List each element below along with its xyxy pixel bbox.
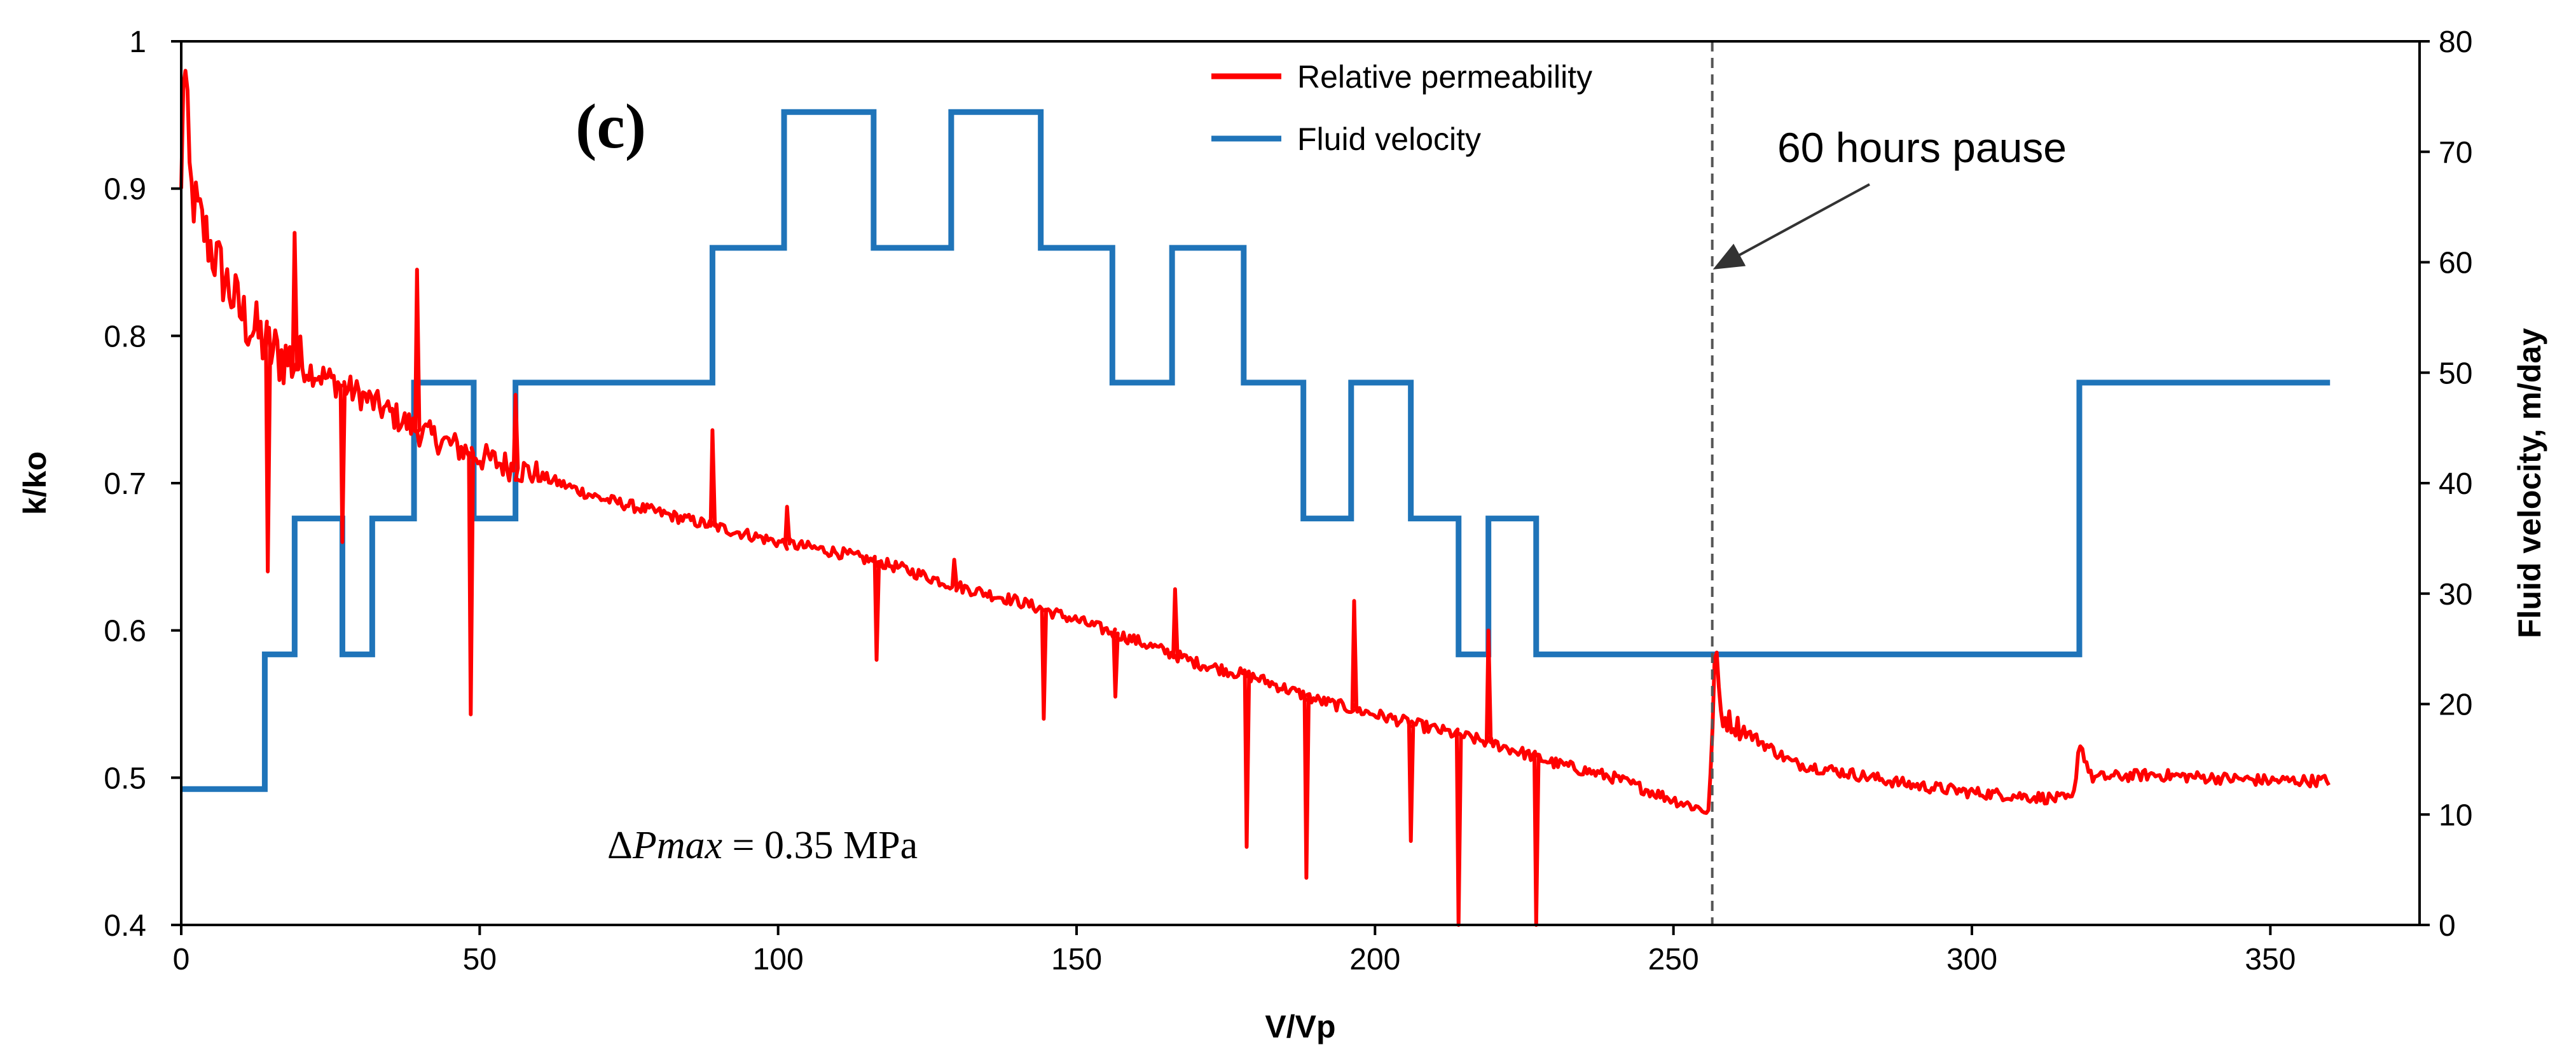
y-right-tick-label: 50 [2439, 357, 2472, 390]
x-axis-title: V/Vp [1265, 1009, 1335, 1044]
y-left-tick-label: 0.4 [104, 909, 146, 943]
y-right-tick-label: 30 [2439, 578, 2472, 612]
y-right-tick-label: 60 [2439, 247, 2472, 280]
legend: Relative permeability Fluid velocity [1211, 59, 1592, 157]
legend-label-fluid-velocity: Fluid velocity [1297, 121, 1481, 157]
y-right-tick-label: 70 [2439, 136, 2472, 170]
x-tick-label: 100 [753, 943, 804, 976]
series-layer [179, 69, 2331, 927]
pressure-annotation: ΔPmax = 0.35 MPa [607, 824, 918, 867]
y-right-tick-label: 20 [2439, 688, 2472, 722]
y-right-tick-label: 0 [2439, 909, 2456, 943]
y-left-tick-label: 0.5 [104, 762, 146, 795]
y-right-tick-label: 80 [2439, 25, 2472, 59]
series-fluid-velocity-line [181, 109, 2331, 792]
y-left-tick-label: 0.6 [104, 615, 146, 648]
dp-symbol: Pmax [632, 824, 723, 867]
y-left-tick-label: 0.9 [104, 173, 146, 207]
y-right-tick-label: 10 [2439, 798, 2472, 832]
x-tick-label: 200 [1349, 943, 1400, 976]
y-axis-right-title: Fluid velocity, m/day [2512, 328, 2547, 638]
y-left-tick-label: 0.8 [104, 320, 146, 353]
x-tick-label: 250 [1648, 943, 1699, 976]
y-left-tick-label: 1 [129, 25, 146, 59]
pause-arrow [1712, 183, 1870, 270]
y-left-tick-label: 0.7 [104, 467, 146, 501]
y-right-tick-label: 40 [2439, 467, 2472, 501]
x-tick-label: 0 [173, 943, 190, 976]
axis-layer: 0 50 100 150 200 250 300 3500.40.50.60.70.80.91… [104, 25, 2472, 976]
legend-label-relative-permeability: Relative permeability [1297, 59, 1592, 95]
series-relative-permeability-line [179, 69, 2331, 927]
y-axis-left-title: k/ko [17, 451, 53, 515]
dp-delta: Δ [607, 824, 633, 867]
x-tick-label: 150 [1051, 943, 1102, 976]
pause-annotation: 60 hours pause [1777, 124, 2067, 171]
x-tick-label: 50 [463, 943, 497, 976]
x-tick-label: 300 [1946, 943, 1997, 976]
panel-label: (c) [575, 91, 646, 161]
x-tick-label: 350 [2245, 943, 2296, 976]
dp-value: = 0.35 MPa [722, 824, 918, 867]
